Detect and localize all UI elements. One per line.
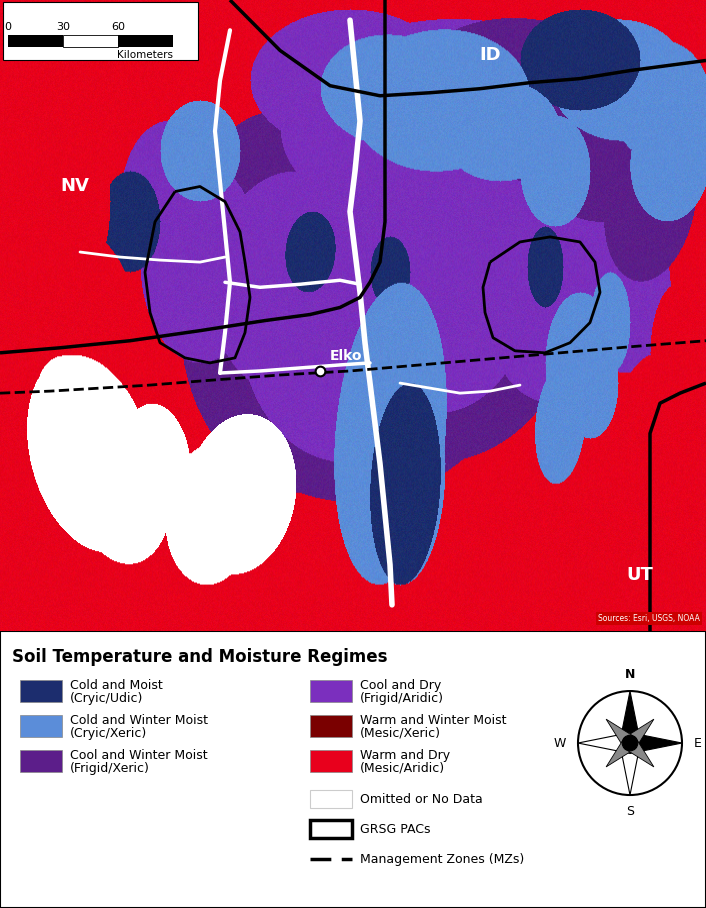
Text: E: E bbox=[694, 736, 702, 749]
Text: GRSG PACs: GRSG PACs bbox=[360, 823, 431, 835]
Bar bbox=[63, 35, 118, 47]
Text: Soil Temperature and Moisture Regimes: Soil Temperature and Moisture Regimes bbox=[12, 648, 388, 666]
Polygon shape bbox=[606, 737, 635, 767]
Text: Cool and Dry: Cool and Dry bbox=[360, 678, 441, 692]
Text: (Frigid/Aridic): (Frigid/Aridic) bbox=[360, 692, 444, 705]
Polygon shape bbox=[625, 719, 654, 748]
Text: Warm and Dry: Warm and Dry bbox=[360, 748, 450, 762]
Text: Management Zones (MZs): Management Zones (MZs) bbox=[360, 853, 525, 865]
Bar bbox=[310, 680, 352, 702]
Polygon shape bbox=[630, 733, 682, 754]
Bar bbox=[20, 715, 62, 737]
Text: S: S bbox=[626, 805, 634, 818]
Text: NV: NV bbox=[61, 177, 90, 195]
Text: Kilometers: Kilometers bbox=[117, 51, 174, 61]
Text: Omitted or No Data: Omitted or No Data bbox=[360, 793, 483, 805]
Text: 30: 30 bbox=[56, 23, 70, 33]
Text: (Frigid/Xeric): (Frigid/Xeric) bbox=[70, 762, 150, 775]
Text: Cold and Winter Moist: Cold and Winter Moist bbox=[70, 714, 208, 726]
Polygon shape bbox=[620, 691, 640, 743]
Bar bbox=[3, 2, 198, 61]
Polygon shape bbox=[578, 733, 630, 754]
Text: ID: ID bbox=[479, 46, 501, 64]
Text: N: N bbox=[625, 668, 635, 681]
Text: W: W bbox=[554, 736, 566, 749]
Text: Sources: Esri, USGS, NOAA: Sources: Esri, USGS, NOAA bbox=[598, 614, 700, 623]
Bar bbox=[310, 820, 352, 838]
Text: UT: UT bbox=[626, 566, 654, 584]
Text: (Cryic/Xeric): (Cryic/Xeric) bbox=[70, 726, 148, 739]
Text: Cool and Winter Moist: Cool and Winter Moist bbox=[70, 748, 208, 762]
Polygon shape bbox=[625, 737, 654, 767]
Bar bbox=[20, 680, 62, 702]
Circle shape bbox=[622, 735, 638, 751]
Text: (Mesic/Xeric): (Mesic/Xeric) bbox=[360, 726, 441, 739]
Text: Warm and Winter Moist: Warm and Winter Moist bbox=[360, 714, 506, 726]
Bar bbox=[8, 35, 63, 47]
Text: 0: 0 bbox=[4, 23, 11, 33]
Bar bbox=[310, 715, 352, 737]
Polygon shape bbox=[606, 719, 635, 748]
Bar bbox=[310, 750, 352, 772]
Text: Cold and Moist: Cold and Moist bbox=[70, 678, 163, 692]
Polygon shape bbox=[620, 743, 640, 795]
Text: (Mesic/Aridic): (Mesic/Aridic) bbox=[360, 762, 445, 775]
Bar bbox=[310, 790, 352, 808]
Bar bbox=[118, 35, 173, 47]
Text: Elko: Elko bbox=[330, 349, 362, 363]
Bar bbox=[20, 750, 62, 772]
Text: (Cryic/Udic): (Cryic/Udic) bbox=[70, 692, 143, 705]
Text: 60: 60 bbox=[111, 23, 125, 33]
